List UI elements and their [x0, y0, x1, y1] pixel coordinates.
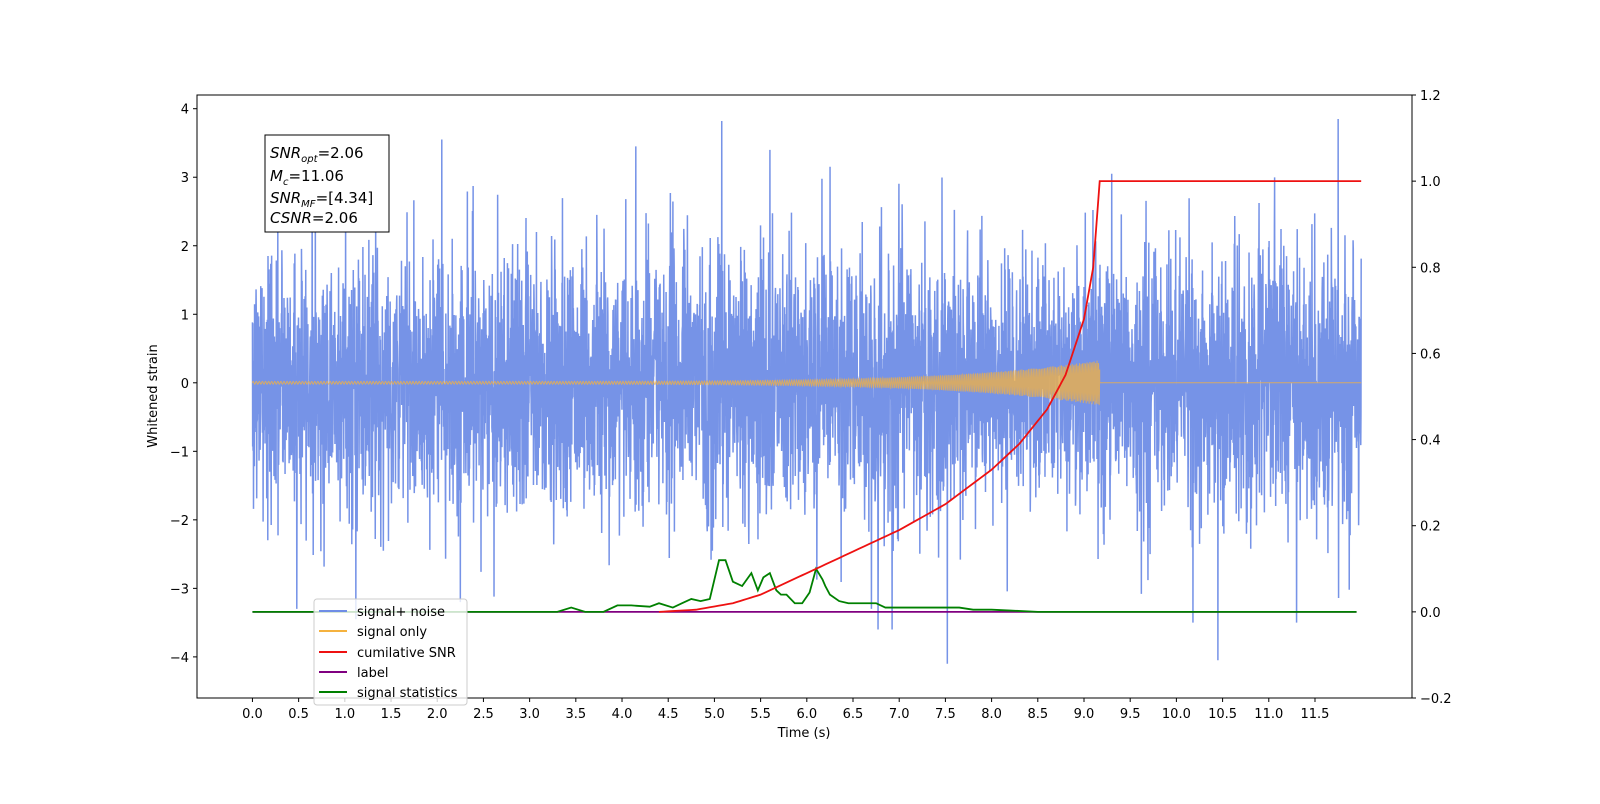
series-layer: [251, 118, 1362, 664]
x-tick-label: 4.5: [658, 707, 679, 722]
series-signal-only: [251, 360, 1362, 406]
x-tick-label: 7.5: [935, 707, 956, 722]
snr-opt-text: SNRopt=2.06: [270, 144, 364, 165]
csnr-text: CSNR=2.06: [270, 209, 358, 227]
x-tick-label: 7.0: [889, 707, 910, 722]
legend-label-signal-noise: signal+ noise: [357, 605, 445, 620]
y-tick-label: −4: [170, 651, 189, 666]
y-tick-label: 1: [181, 308, 189, 323]
y-tick-label: 2: [181, 240, 189, 255]
x-tick-label: 0.5: [288, 707, 309, 722]
legend-label-cumulative-snr: cumilative SNR: [357, 646, 456, 661]
y2-tick-label: 0.2: [1420, 520, 1441, 535]
x-tick-label: 3.0: [519, 707, 540, 722]
y-tick-label: 4: [181, 103, 189, 118]
x-tick-label: 2.0: [427, 707, 448, 722]
plot-frame: [196, 94, 1413, 699]
y2-tick-label: 0.6: [1420, 347, 1441, 362]
y-axis-right: 1.2 1.0 0.8 0.6 0.4 0.2 0.0 −0.2: [1412, 89, 1452, 707]
y-tick-label: 0: [181, 377, 189, 392]
y-tick-label: −2: [170, 514, 189, 529]
snr-mf-text: SNRMF=[4.34]: [270, 189, 373, 210]
x-tick-label: 10.0: [1162, 707, 1191, 722]
x-tick-label: 3.5: [565, 707, 586, 722]
x-tick-label: 10.5: [1208, 707, 1237, 722]
x-tick-label: 6.5: [843, 707, 864, 722]
series-signal-noise: [251, 118, 1362, 664]
y2-tick-label: 0.8: [1420, 261, 1441, 276]
legend: signal+ noise signal only cumilative SNR…: [313, 598, 468, 706]
x-tick-label: 2.5: [473, 707, 494, 722]
legend-box: [313, 598, 468, 706]
x-tick-label: 1.0: [334, 707, 355, 722]
y-axis-label: Whitened strain: [146, 344, 161, 447]
x-tick-label: 4.0: [612, 707, 633, 722]
legend-label-signal-only: signal only: [357, 625, 427, 640]
legend-label-signal-statistics: signal statistics: [357, 686, 458, 701]
y-tick-label: −1: [170, 445, 189, 460]
y-axis-left: 4 3 2 1 0 −1 −2 −3 −4: [170, 103, 197, 666]
x-tick-label: 0.0: [242, 707, 263, 722]
x-tick-label: 11.0: [1254, 707, 1283, 722]
x-axis-label: Time (s): [777, 726, 831, 741]
stats-annotation-box: [264, 134, 390, 233]
x-tick-label: 5.5: [750, 707, 771, 722]
y2-tick-label: 1.2: [1420, 89, 1441, 104]
stats-annotation: SNRopt=2.06 Mc=11.06 SNRMF=[4.34] CSNR=2…: [264, 134, 390, 233]
series-signal-statistics: [252, 559, 1357, 613]
y2-tick-label: −0.2: [1420, 692, 1452, 707]
y2-tick-label: 1.0: [1420, 175, 1441, 190]
x-tick-label: 5.0: [704, 707, 725, 722]
series-cumulative-snr: [658, 180, 1362, 613]
y-tick-label: 3: [181, 171, 189, 186]
x-tick-label: 9.0: [1074, 707, 1095, 722]
x-tick-label: 8.0: [981, 707, 1002, 722]
legend-label-label: label: [357, 666, 388, 681]
y-tick-label: −3: [170, 582, 189, 597]
x-axis: 0.0 0.5 1.0 1.5 2.0 2.5 3.0 3.5 4.0 4.5 5.0 5.5 6.0 6…: [242, 698, 1329, 722]
x-tick-label: 6.0: [796, 707, 817, 722]
y2-tick-label: 0.4: [1420, 434, 1441, 449]
x-tick-label: 11.5: [1301, 707, 1330, 722]
chirp-mass-text: Mc=11.06: [270, 167, 344, 188]
x-tick-label: 1.5: [381, 707, 402, 722]
y2-tick-label: 0.0: [1420, 606, 1441, 621]
x-tick-label: 9.5: [1120, 707, 1141, 722]
x-tick-label: 8.5: [1027, 707, 1048, 722]
